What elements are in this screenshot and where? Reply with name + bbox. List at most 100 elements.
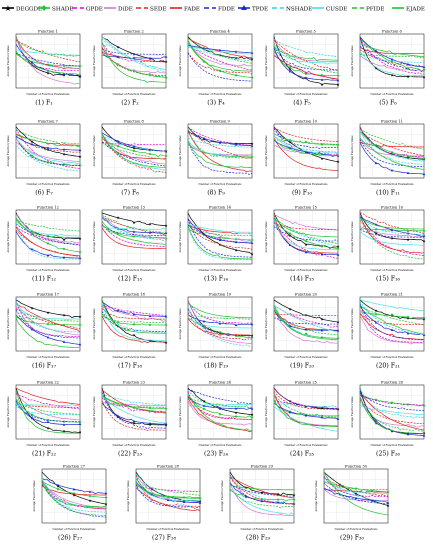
series-line-ejade [15,317,81,349]
series-marker-triangle [116,309,120,312]
series-line-fdde [15,137,81,166]
series-marker-triangle [30,327,34,331]
series-marker-star: ★ [422,317,426,322]
series-line-cusde [359,51,425,77]
chart-caption: (29) F₃₀ [340,535,364,542]
y-axis-label: Average Function Value [264,135,268,168]
series-line-gpde [187,300,253,325]
chart-caption: (5) F₆ [379,100,397,107]
series-marker-triangle [390,328,394,331]
series-marker-star: ★ [406,74,410,79]
plot-area [41,468,107,524]
series-line-nshade [101,38,167,73]
series-marker-star: ★ [116,44,120,49]
chart-title: Function 22 [37,381,59,385]
series-line-fdde [187,388,253,405]
series-marker-diamond [422,68,426,72]
series-line-ejade [101,224,167,245]
y-axis-label: Average Function Value [6,308,10,341]
series-line-nshade [41,477,107,513]
series-marker-star: ★ [386,503,390,508]
series-line-pfide [359,54,425,59]
series-marker-star: ★ [374,65,378,70]
series-marker-triangle [46,146,50,149]
series-marker-star: ★ [164,59,168,64]
chart-caption: (20) F₂₁ [376,363,400,370]
series-marker-diamond [386,490,390,494]
y-axis-label: Average Function Value [350,135,354,168]
series-line-fdde [101,224,167,237]
series-marker-triangle [422,434,426,437]
series-marker-star: ★ [250,57,254,62]
legend-label: PFIDE [366,7,384,13]
series-marker-triangle [422,333,426,336]
series-line-dide [187,41,253,67]
series-line-ejade [187,225,253,260]
series-line-fade [359,216,425,254]
chart-caption: (21) F₂₂ [32,451,56,458]
series-line-fdde [273,46,339,71]
series-marker-star: ★ [276,491,280,496]
series-marker-triangle [46,253,50,257]
series-marker-triangle [116,55,120,58]
series-marker-star: ★ [116,215,120,220]
chart-title: Function 16 [381,206,404,210]
series-marker-triangle [30,416,34,419]
series-line-sede [187,224,253,250]
series-marker-diamond [336,336,340,340]
series-line-fdde [229,484,295,497]
series-line-cusde [15,220,81,237]
series-line-dide [187,221,253,243]
series-line-ejade [15,51,81,76]
chart-caption: (15) F₁₆ [376,276,400,283]
chart-caption: (10) F₁₁ [376,190,400,197]
series-line-ejade [101,41,167,83]
legend-label: DEGGDE [16,7,42,13]
chart-title: Function 14 [209,206,232,210]
series-marker-star: ★ [288,67,292,72]
series-marker-star: ★ [78,154,82,159]
series-line-nshade [135,473,201,511]
series-line-sede [187,52,253,75]
convergence-chart-1: Function 1 Average Function Value Number o… [4,28,84,107]
series-marker-triangle [46,336,50,339]
series-marker-diamond [62,247,66,251]
series-line-ejade [187,393,253,432]
chart-caption: (18) F₁₉ [204,363,228,370]
convergence-chart-5: Function 6 Average Function Value Number o… [348,28,428,107]
y-axis-label: Average Function Value [178,45,182,78]
series-line-sede [359,212,425,235]
series-marker-star: ★ [234,55,238,60]
series-line-gpde [359,217,425,256]
series-line-sede [273,127,339,142]
series-marker-triangle [78,422,82,426]
series-line-pfide [15,220,81,232]
series-marker-diamond [336,74,340,78]
series-marker-triangle [218,48,222,52]
series-line-fdde [273,317,338,326]
series-marker-star: ★ [374,420,378,425]
series-marker-diamond [338,484,342,488]
chart-title: Function 18 [123,293,146,297]
series-line-fade [359,313,425,340]
series-line-fade [323,489,389,494]
series-line-cusde [101,133,167,171]
chart-caption: (2) F₂ [121,100,139,107]
series-marker-triangle [46,420,50,424]
series-marker-triangle [336,417,340,420]
legend-marker-star: ★ [4,4,11,13]
series-marker-star: ★ [78,430,82,435]
series-line-nshade [273,135,339,154]
chart-caption: (14) F₁₅ [290,276,314,283]
x-axis-label: Number of Function Evaluations [27,92,71,96]
series-line-fdde [15,53,81,67]
chart-caption: (1) F₁ [35,100,53,107]
series-line-nshade [187,227,253,261]
series-line-pfide [101,142,167,161]
series-line-pfide [187,37,253,64]
series-line-cusde [187,140,253,158]
series-marker-triangle [320,328,324,332]
series-line-ejade [359,217,425,230]
series-marker-star: ★ [390,72,394,77]
series-line-cusde [101,226,167,230]
